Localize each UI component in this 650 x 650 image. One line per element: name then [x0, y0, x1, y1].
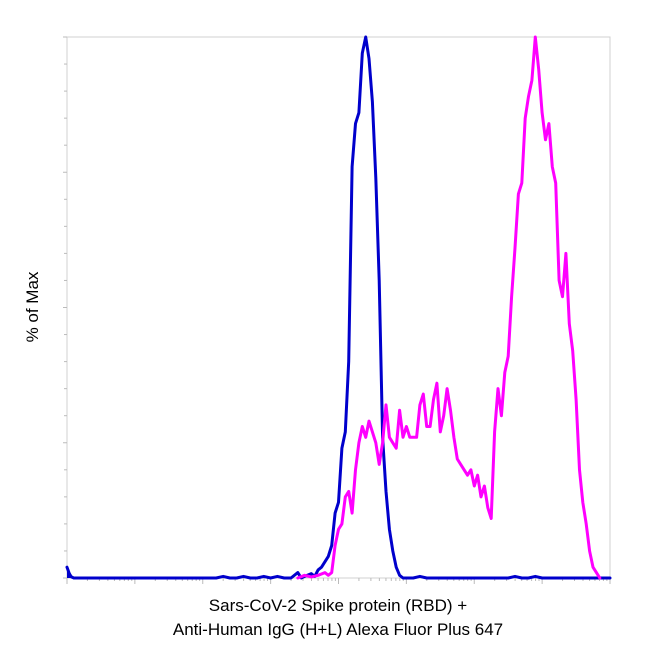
series-1-edge-spike	[67, 567, 74, 578]
series-1-line	[65, 35, 612, 580]
series-2-line	[296, 35, 602, 580]
y-axis-label: % of Max	[23, 271, 42, 343]
x-axis-label-line-2: Anti-Human IgG (H+L) Alexa Fluor Plus 64…	[172, 620, 504, 639]
x-axis-label-line-1: Sars-CoV-2 Spike protein (RBD) +	[208, 596, 468, 615]
